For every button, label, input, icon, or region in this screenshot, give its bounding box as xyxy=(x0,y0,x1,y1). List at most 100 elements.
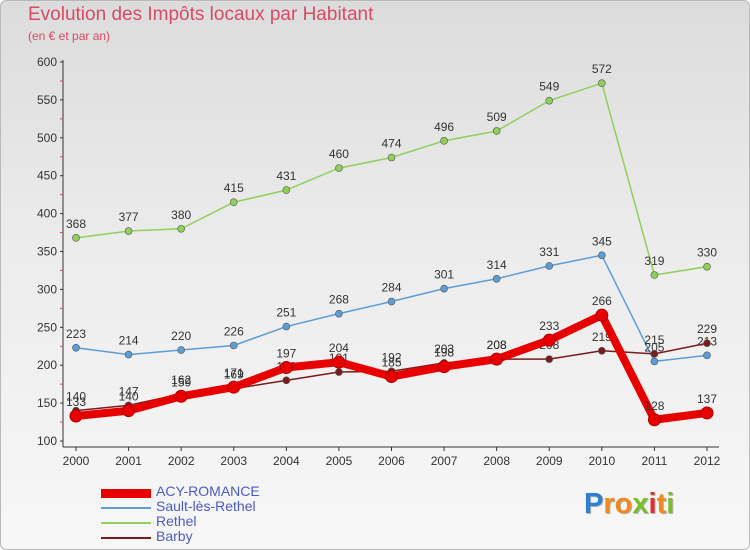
data-point-barby xyxy=(282,376,291,385)
data-point-sault-l-s-rethel xyxy=(335,309,343,318)
data-label-barby: 169 xyxy=(224,368,244,382)
data-label-sault-l-s-rethel: 251 xyxy=(276,306,296,320)
data-label-barby: 140 xyxy=(66,390,86,404)
legend-label: Barby xyxy=(156,528,193,544)
logo-letter: r xyxy=(603,488,615,520)
logo-letter: P xyxy=(584,488,604,520)
legend-swatch xyxy=(101,488,151,498)
logo-letter: i xyxy=(648,488,657,520)
legend-label: Rethel xyxy=(156,513,197,529)
data-label-barby: 215 xyxy=(644,333,664,347)
data-point-acy-romance xyxy=(174,389,188,403)
data-point-acy-romance xyxy=(700,406,714,420)
legend: ACY-ROMANCE Sault-lès-Rethel Rethel Barby xyxy=(101,483,341,547)
data-point-acy-romance xyxy=(279,360,293,374)
data-label-acy-romance: 171 xyxy=(224,366,244,380)
y-tick-label: 150 xyxy=(37,396,57,410)
data-label-rethel: 572 xyxy=(592,62,612,76)
data-label-acy-romance: 128 xyxy=(644,399,664,413)
data-label-rethel: 380 xyxy=(171,208,191,222)
data-label-sault-l-s-rethel: 331 xyxy=(539,245,559,259)
data-label-rethel: 509 xyxy=(487,110,507,124)
data-point-sault-l-s-rethel xyxy=(229,341,238,350)
data-label-barby: 162 xyxy=(171,373,191,387)
legend-swatch xyxy=(101,507,151,509)
data-label-rethel: 319 xyxy=(644,254,664,268)
data-point-sault-l-s-rethel xyxy=(387,297,396,306)
data-point-acy-romance xyxy=(227,380,241,394)
data-point-rethel xyxy=(72,234,80,242)
legend-swatch xyxy=(101,537,151,539)
x-tick-label: 2012 xyxy=(694,454,721,468)
y-tick-label: 400 xyxy=(37,207,57,221)
data-label-acy-romance: 159 xyxy=(171,375,191,389)
data-label-barby: 208 xyxy=(487,338,507,352)
data-point-rethel xyxy=(492,127,501,135)
x-tick-label: 2009 xyxy=(536,454,563,468)
y-tick-label: 500 xyxy=(37,131,57,145)
data-label-acy-romance: 133 xyxy=(66,395,86,409)
x-tick-label: 2002 xyxy=(168,454,195,468)
data-label-sault-l-s-rethel: 223 xyxy=(66,327,86,341)
data-point-rethel xyxy=(177,224,185,233)
data-point-barby xyxy=(545,355,554,363)
x-tick-label: 2000 xyxy=(63,454,90,468)
data-point-sault-l-s-rethel xyxy=(650,357,659,366)
x-tick-label: 2008 xyxy=(483,454,510,468)
data-point-sault-l-s-rethel xyxy=(177,346,185,354)
data-label-acy-romance: 208 xyxy=(487,338,507,352)
data-label-rethel: 474 xyxy=(381,137,401,151)
data-point-rethel xyxy=(387,153,396,162)
data-point-acy-romance xyxy=(595,308,609,322)
y-tick-label: 200 xyxy=(37,358,57,372)
data-label-rethel: 549 xyxy=(539,80,559,94)
x-tick-label: 2003 xyxy=(220,454,247,468)
legend-item: Sault-lès-Rethel xyxy=(101,498,341,516)
data-point-sault-l-s-rethel xyxy=(598,251,606,260)
chart-subtitle: (en € et par an) xyxy=(28,29,111,43)
data-point-rethel xyxy=(335,164,343,172)
data-label-acy-romance: 140 xyxy=(119,390,139,404)
data-label-sault-l-s-rethel: 314 xyxy=(487,258,507,272)
data-point-rethel xyxy=(650,271,659,279)
data-label-rethel: 415 xyxy=(224,181,244,195)
data-label-rethel: 377 xyxy=(119,210,139,224)
data-label-acy-romance: 233 xyxy=(539,319,559,333)
legend-label: ACY-ROMANCE xyxy=(156,483,260,499)
data-point-acy-romance xyxy=(122,404,136,418)
chart-title: Evolution des Impôts locaux par Habitant xyxy=(28,4,374,25)
data-point-sault-l-s-rethel xyxy=(124,350,133,359)
data-label-barby: 203 xyxy=(434,342,454,356)
data-point-acy-romance xyxy=(385,370,398,384)
legend-item: Barby xyxy=(101,528,341,546)
data-label-sault-l-s-rethel: 214 xyxy=(119,334,139,348)
data-label-sault-l-s-rethel: 220 xyxy=(171,329,191,343)
data-label-acy-romance: 137 xyxy=(697,392,717,406)
data-point-rethel xyxy=(440,137,448,145)
x-tick-label: 2007 xyxy=(431,454,458,468)
data-point-rethel xyxy=(703,262,711,271)
data-label-rethel: 368 xyxy=(66,217,86,231)
x-tick-label: 2010 xyxy=(588,454,615,468)
data-point-barby xyxy=(335,368,343,376)
legend-item: Rethel xyxy=(101,513,341,531)
y-tick-label: 100 xyxy=(37,434,57,448)
logo-letter: o xyxy=(614,488,633,520)
data-label-sault-l-s-rethel: 301 xyxy=(434,268,454,282)
y-tick-label: 550 xyxy=(37,93,57,107)
data-point-rethel xyxy=(545,96,554,105)
logo-letter: x xyxy=(632,488,649,520)
data-point-sault-l-s-rethel xyxy=(703,351,711,360)
proxiti-logo: Proxiti xyxy=(584,488,674,521)
data-label-sault-l-s-rethel: 205 xyxy=(644,340,664,354)
data-label-sault-l-s-rethel: 284 xyxy=(381,281,401,295)
data-point-rethel xyxy=(282,186,291,194)
data-point-rethel xyxy=(598,79,606,88)
data-label-rethel: 460 xyxy=(329,147,349,161)
data-point-sault-l-s-rethel xyxy=(72,343,80,352)
data-point-acy-romance xyxy=(437,360,451,374)
data-label-rethel: 330 xyxy=(697,246,717,260)
data-label-acy-romance: 198 xyxy=(434,346,454,360)
data-label-barby: 147 xyxy=(119,384,139,398)
